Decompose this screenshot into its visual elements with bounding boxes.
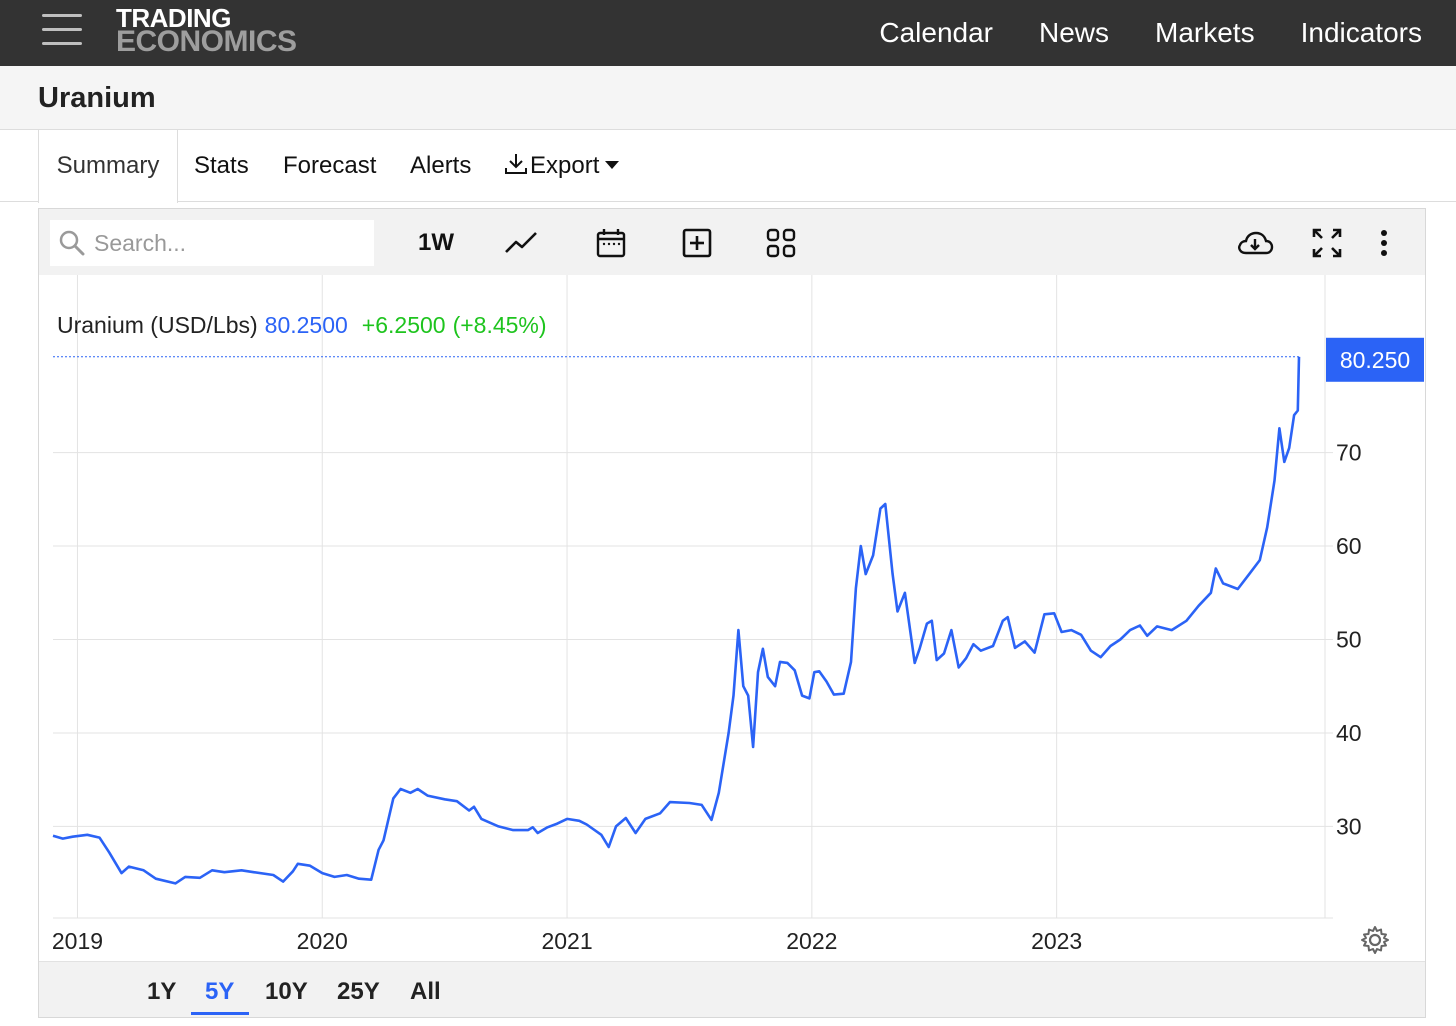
chart-type-button[interactable] bbox=[501, 223, 541, 263]
caret-down-icon bbox=[605, 160, 620, 169]
search-box bbox=[50, 220, 374, 266]
logo-line-2: ECONOMICS bbox=[116, 25, 297, 58]
y-tick-label-30: 30 bbox=[1336, 813, 1362, 839]
more-options-button[interactable] bbox=[1369, 223, 1399, 263]
interval-button[interactable]: 1W bbox=[413, 223, 459, 263]
x-axis-tick-labels: 2019 2020 2021 2022 2023 bbox=[52, 928, 1082, 954]
tab-alerts-label: Alerts bbox=[410, 152, 472, 179]
tab-stats-label: Stats bbox=[194, 152, 249, 179]
hamburger-menu-icon[interactable] bbox=[42, 14, 82, 46]
fullscreen-button[interactable] bbox=[1307, 223, 1347, 263]
last-price-text: 80.250 bbox=[1340, 347, 1410, 373]
y-axis-tick-labels: 30 40 50 60 70 bbox=[1336, 440, 1362, 840]
more-vertical-icon bbox=[1381, 230, 1387, 256]
interval-label: 1W bbox=[418, 229, 454, 256]
nav-news-link[interactable]: News bbox=[1039, 17, 1110, 48]
tab-forecast[interactable]: Forecast bbox=[283, 130, 376, 202]
page-title: Uranium bbox=[38, 82, 156, 114]
legend-series-name: Uranium (USD/Lbs) bbox=[57, 312, 258, 338]
search-input[interactable] bbox=[94, 220, 364, 266]
nav-markets-link[interactable]: Markets bbox=[1155, 17, 1255, 48]
logo-line-1: TRADING bbox=[116, 3, 231, 33]
active-range-underline bbox=[191, 1012, 249, 1015]
grid-icon bbox=[766, 228, 796, 258]
layout-button[interactable] bbox=[761, 223, 801, 263]
chart-legend: Uranium (USD/Lbs) 80.2500 +6.2500 (+8.45%) bbox=[57, 312, 547, 338]
range-1y-button[interactable]: 1Y bbox=[147, 978, 177, 1005]
range-10y-button[interactable]: 10Y bbox=[265, 978, 308, 1005]
date-range-button[interactable] bbox=[591, 223, 631, 263]
download-button[interactable] bbox=[1235, 223, 1275, 263]
calendar-icon bbox=[596, 229, 626, 258]
x-tick-label-2020: 2020 bbox=[297, 928, 348, 954]
tab-forecast-label: Forecast bbox=[283, 152, 377, 179]
nav-indicators-link[interactable]: Indicators bbox=[1300, 17, 1422, 48]
chart-settings-button[interactable] bbox=[1361, 926, 1389, 954]
vertical-gridlines bbox=[76, 275, 1058, 918]
uranium-price-line bbox=[52, 356, 1301, 885]
legend-change-percent: (+8.45%) bbox=[453, 312, 547, 338]
add-square-icon bbox=[682, 228, 712, 258]
main-nav: Calendar News Markets Indicators bbox=[879, 0, 1422, 66]
y-tick-label-40: 40 bbox=[1336, 720, 1362, 746]
download-icon bbox=[505, 153, 527, 174]
legend-last-value: 80.2500 bbox=[265, 312, 348, 338]
x-tick-label-2019: 2019 bbox=[52, 928, 103, 954]
tab-export[interactable]: Export bbox=[502, 130, 620, 202]
last-price-label: 80.250 bbox=[1326, 337, 1424, 382]
y-tick-label-70: 70 bbox=[1336, 440, 1362, 466]
tab-summary-label: Summary bbox=[56, 152, 160, 179]
range-selector-bar: 1Y 5Y 10Y 25Y All bbox=[39, 961, 1425, 1017]
gear-icon bbox=[1361, 926, 1389, 954]
search-icon bbox=[59, 230, 85, 256]
x-tick-label-2023: 2023 bbox=[1031, 928, 1082, 954]
range-all-button[interactable]: All bbox=[410, 978, 441, 1005]
legend-change-value: +6.2500 bbox=[362, 312, 446, 338]
horizontal-gridlines bbox=[53, 452, 1333, 827]
line-chart-icon bbox=[505, 232, 537, 253]
x-tick-label-2022: 2022 bbox=[786, 928, 837, 954]
price-chart[interactable]: 30 40 50 60 70 2019 2020 2021 2022 2023 80.250 U… bbox=[39, 275, 1425, 961]
chart-panel: 1W bbox=[38, 208, 1426, 1018]
y-tick-label-50: 50 bbox=[1336, 626, 1362, 652]
tab-alerts[interactable]: Alerts bbox=[410, 130, 471, 202]
x-tick-label-2021: 2021 bbox=[541, 928, 592, 954]
tab-summary[interactable]: Summary bbox=[38, 130, 178, 203]
nav-calendar-link[interactable]: Calendar bbox=[879, 17, 993, 48]
cloud-download-icon bbox=[1238, 231, 1274, 255]
chart-toolbar: 1W bbox=[39, 209, 1425, 275]
tab-stats[interactable]: Stats bbox=[194, 130, 249, 202]
tab-export-label: Export bbox=[530, 152, 600, 179]
last-price-box bbox=[1326, 337, 1424, 382]
fullscreen-icon bbox=[1312, 228, 1342, 258]
trading-economics-logo[interactable]: TRADING ECONOMICS bbox=[116, 3, 297, 58]
compare-button[interactable] bbox=[677, 223, 717, 263]
title-bar: Uranium bbox=[0, 66, 1456, 130]
y-tick-label-60: 60 bbox=[1336, 533, 1362, 559]
top-navbar: TRADING ECONOMICS Calendar News Markets … bbox=[0, 0, 1456, 66]
range-5y-button[interactable]: 5Y bbox=[205, 978, 235, 1005]
tab-bar: Summary Stats Forecast Alerts Export bbox=[0, 130, 1456, 203]
range-25y-button[interactable]: 25Y bbox=[337, 978, 380, 1005]
